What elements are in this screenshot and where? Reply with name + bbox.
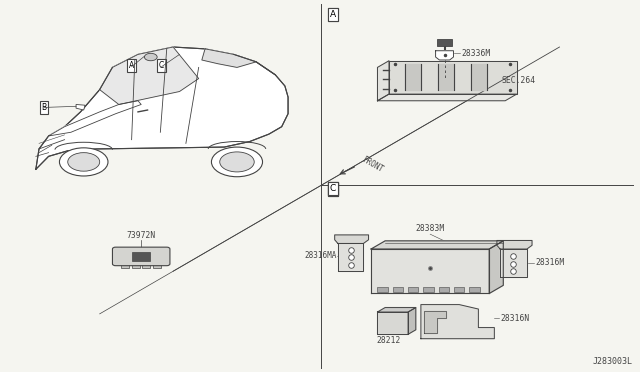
Text: FRONT: FRONT bbox=[360, 155, 385, 174]
Bar bbox=[393, 287, 403, 292]
Polygon shape bbox=[378, 312, 408, 334]
Polygon shape bbox=[408, 308, 416, 334]
Polygon shape bbox=[76, 105, 85, 110]
Bar bbox=[424, 287, 434, 292]
Bar bbox=[122, 264, 129, 268]
Polygon shape bbox=[436, 51, 454, 60]
Text: 28336M: 28336M bbox=[462, 49, 491, 58]
FancyBboxPatch shape bbox=[437, 39, 452, 46]
Polygon shape bbox=[389, 61, 516, 94]
Polygon shape bbox=[371, 249, 489, 294]
Circle shape bbox=[145, 53, 157, 61]
Text: 28383M: 28383M bbox=[415, 224, 445, 234]
Text: 28316MA: 28316MA bbox=[304, 251, 337, 260]
Text: A: A bbox=[129, 61, 134, 70]
Polygon shape bbox=[421, 305, 494, 339]
Polygon shape bbox=[438, 64, 454, 90]
FancyBboxPatch shape bbox=[132, 252, 150, 261]
Bar bbox=[454, 287, 465, 292]
Polygon shape bbox=[36, 47, 288, 169]
Polygon shape bbox=[335, 235, 369, 243]
Text: 28212: 28212 bbox=[376, 336, 401, 346]
Polygon shape bbox=[405, 64, 421, 90]
Polygon shape bbox=[489, 241, 503, 294]
Circle shape bbox=[211, 147, 262, 177]
Bar bbox=[439, 287, 449, 292]
Text: B: B bbox=[330, 185, 336, 194]
Bar bbox=[378, 287, 388, 292]
Text: 28316M: 28316M bbox=[535, 258, 564, 267]
Bar bbox=[132, 264, 140, 268]
Polygon shape bbox=[378, 61, 389, 101]
Text: 28316N: 28316N bbox=[500, 314, 530, 323]
Text: B: B bbox=[42, 103, 47, 112]
Polygon shape bbox=[371, 241, 503, 249]
Bar bbox=[469, 287, 479, 292]
Text: B: B bbox=[330, 185, 336, 193]
FancyBboxPatch shape bbox=[113, 247, 170, 266]
Bar bbox=[154, 264, 161, 268]
Text: SEC.264: SEC.264 bbox=[501, 76, 536, 85]
Text: C: C bbox=[330, 185, 336, 193]
Polygon shape bbox=[424, 311, 447, 333]
Bar bbox=[408, 287, 419, 292]
Text: A: A bbox=[330, 10, 336, 19]
Polygon shape bbox=[202, 49, 256, 67]
Text: C: C bbox=[159, 61, 164, 70]
Polygon shape bbox=[497, 240, 532, 249]
Text: C: C bbox=[330, 185, 336, 193]
Polygon shape bbox=[471, 64, 487, 90]
Circle shape bbox=[68, 153, 100, 171]
Circle shape bbox=[60, 148, 108, 176]
Text: A: A bbox=[330, 10, 336, 19]
Circle shape bbox=[220, 152, 254, 172]
Polygon shape bbox=[378, 94, 516, 101]
Polygon shape bbox=[378, 308, 416, 312]
Polygon shape bbox=[49, 101, 141, 136]
Polygon shape bbox=[500, 249, 527, 277]
Text: 73972N: 73972N bbox=[127, 231, 156, 240]
Polygon shape bbox=[100, 47, 198, 105]
Text: J283003L: J283003L bbox=[593, 357, 633, 366]
Text: C: C bbox=[330, 185, 336, 194]
Bar bbox=[143, 264, 150, 268]
Polygon shape bbox=[338, 243, 364, 271]
